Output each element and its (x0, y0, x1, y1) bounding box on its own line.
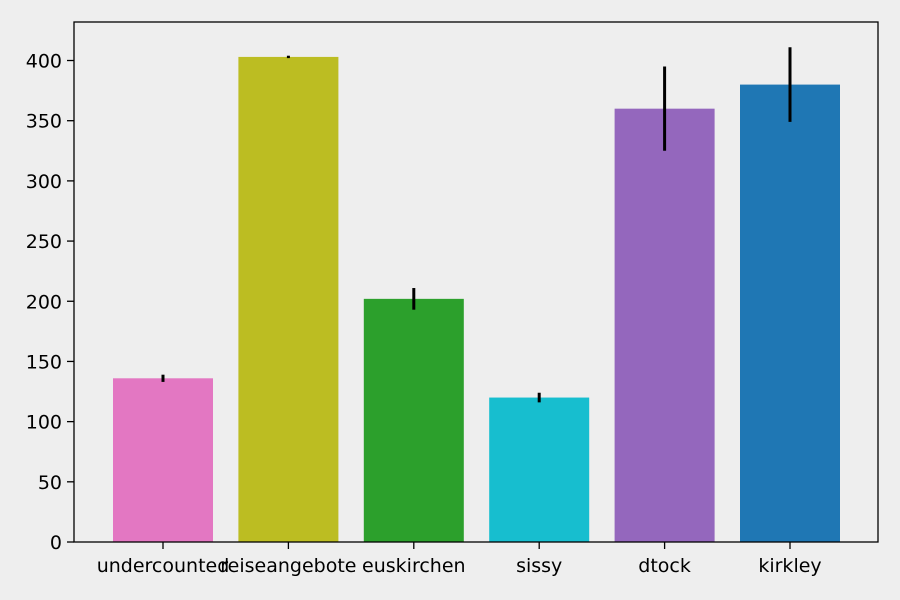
bar-undercounted (113, 378, 213, 542)
x-tick-label-reiseangebote: reiseangebote (220, 555, 356, 577)
y-tick-label-0: 0 (50, 532, 62, 554)
y-tick-label-150: 150 (26, 351, 62, 373)
error-bars-layer (161, 47, 792, 403)
bar-dtock (614, 108, 715, 543)
x-tick-label-sissy: sissy (516, 555, 562, 577)
x-tick-label-euskirchen: euskirchen (362, 555, 466, 577)
y-axis-ticks: 0 50 100 150 200 250 300 350 400 (26, 51, 74, 554)
y-tick-label-400: 400 (26, 51, 62, 73)
bar-reiseangebote (238, 56, 339, 542)
bars-layer (113, 56, 840, 543)
plot-frame (73, 21, 879, 543)
y-tick-label-100: 100 (26, 412, 62, 434)
axes-layer (73, 21, 879, 543)
y-tick-label-300: 300 (26, 171, 62, 193)
x-tick-label-dtock: dtock (638, 555, 691, 577)
x-tick-label-kirkley: kirkley (758, 555, 821, 577)
y-tick-label-50: 50 (38, 472, 62, 494)
bar-euskirchen (363, 298, 464, 542)
bar-sissy (489, 397, 590, 542)
y-tick-label-250: 250 (26, 231, 62, 253)
y-tick-label-350: 350 (26, 111, 62, 133)
bar-kirkley (740, 84, 840, 542)
y-tick-label-200: 200 (26, 291, 62, 313)
x-tick-label-undercounted: undercounted (97, 555, 230, 577)
